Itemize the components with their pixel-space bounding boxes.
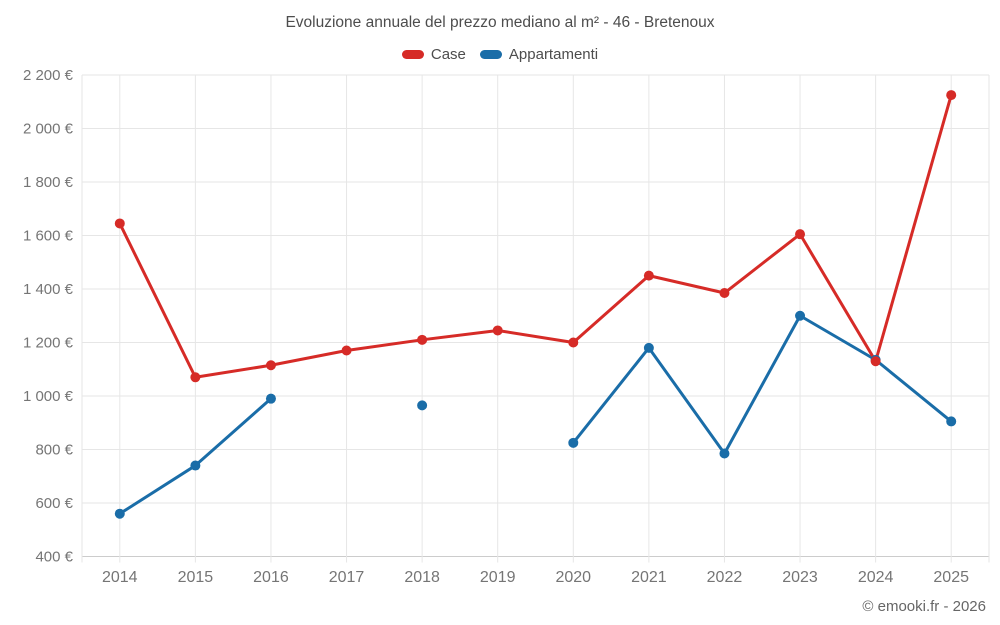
data-point-case-2024[interactable] — [870, 356, 881, 367]
x-axis-tick-label: 2020 — [555, 569, 591, 586]
case-series-swatch-icon — [401, 50, 424, 59]
data-point-appartamenti-2018[interactable] — [417, 400, 428, 411]
x-axis-tick-label: 2019 — [480, 569, 516, 586]
data-point-case-2023[interactable] — [795, 229, 806, 240]
y-axis-tick-label: 600 € — [35, 495, 73, 512]
x-axis-tick-label: 2022 — [707, 569, 743, 586]
copyright-watermark: © emooki.fr - 2026 — [862, 598, 986, 615]
x-axis-tick-label: 2024 — [858, 569, 894, 586]
data-point-case-2025[interactable] — [946, 90, 957, 101]
data-point-case-2021[interactable] — [643, 270, 654, 281]
data-point-case-2022[interactable] — [719, 288, 730, 299]
y-axis-tick-label: 1 000 € — [23, 388, 74, 405]
legend-label-case: Case — [430, 46, 466, 63]
data-point-case-2015[interactable] — [190, 372, 201, 383]
data-point-appartamenti-2021[interactable] — [643, 342, 654, 353]
data-point-case-2014[interactable] — [114, 218, 125, 229]
data-point-appartamenti-2023[interactable] — [795, 310, 806, 321]
y-axis-tick-label: 400 € — [35, 549, 73, 566]
x-axis-tick-label: 2021 — [631, 569, 667, 586]
data-point-case-2016[interactable] — [265, 360, 276, 371]
y-axis-tick-label: 2 000 € — [23, 121, 74, 138]
data-point-case-2019[interactable] — [492, 325, 503, 336]
chart-legend: Case Appartamenti — [0, 46, 1000, 63]
data-point-appartamenti-2020[interactable] — [568, 437, 579, 448]
y-axis-tick-label: 1 600 € — [23, 228, 74, 245]
y-axis-tick-label: 2 200 € — [23, 67, 74, 84]
x-axis-tick-label: 2023 — [782, 569, 818, 586]
data-point-case-2018[interactable] — [417, 334, 428, 345]
x-axis-tick-label: 2016 — [253, 569, 289, 586]
appartamenti-series-swatch-icon — [479, 50, 502, 59]
x-axis-tick-label: 2025 — [933, 569, 969, 586]
data-point-appartamenti-2022[interactable] — [719, 448, 730, 459]
data-point-appartamenti-2016[interactable] — [265, 393, 276, 404]
data-point-appartamenti-2025[interactable] — [946, 416, 957, 427]
data-point-case-2020[interactable] — [568, 337, 579, 348]
legend-label-appartamenti: Appartamenti — [508, 46, 599, 63]
legend-item-case[interactable]: Case — [401, 46, 466, 63]
series-line-appartamenti — [571, 314, 953, 456]
y-axis-tick-label: 800 € — [35, 442, 73, 459]
x-axis-tick-label: 2014 — [102, 569, 138, 586]
data-point-appartamenti-2014[interactable] — [114, 508, 125, 519]
data-point-appartamenti-2015[interactable] — [190, 460, 201, 471]
x-axis-tick-label: 2018 — [404, 569, 440, 586]
x-axis-tick-label: 2015 — [178, 569, 214, 586]
x-axis-tick-label: 2017 — [329, 569, 365, 586]
series-line-case — [118, 93, 953, 379]
legend-item-appartamenti[interactable]: Appartamenti — [479, 46, 599, 63]
y-axis-tick-label: 1 400 € — [23, 281, 74, 298]
chart-title: Evoluzione annuale del prezzo mediano al… — [285, 14, 715, 31]
y-axis-tick-label: 1 200 € — [23, 335, 74, 352]
y-axis-tick-label: 1 800 € — [23, 174, 74, 191]
data-point-case-2017[interactable] — [341, 345, 352, 356]
